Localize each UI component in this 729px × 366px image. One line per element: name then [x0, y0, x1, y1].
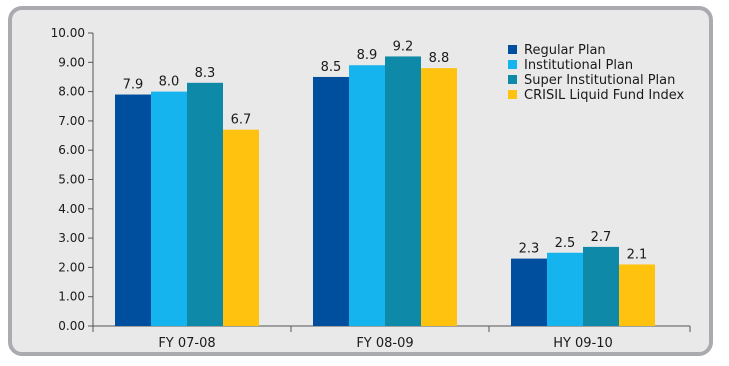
bar-regular-plan [313, 76, 349, 326]
data-label: 8.3 [195, 66, 216, 81]
bar-crisil-liquid-fund-index [223, 129, 259, 326]
y-tick-label: 5.00 [58, 173, 85, 187]
y-tick-label: 10.00 [51, 26, 85, 40]
legend-swatch [508, 75, 517, 84]
bar-institutional-plan [547, 252, 583, 326]
x-category-label: FY 07-08 [158, 336, 215, 351]
legend-swatch [508, 90, 517, 99]
y-tick-label: 7.00 [58, 114, 85, 128]
data-label: 2.7 [591, 230, 612, 245]
y-tick-label: 2.00 [58, 260, 85, 274]
data-label: 2.5 [555, 236, 576, 251]
bar-institutional-plan [151, 91, 187, 326]
y-tick-label: 6.00 [58, 143, 85, 157]
bar-crisil-liquid-fund-index [421, 68, 457, 326]
bar-super-institutional-plan [385, 56, 421, 326]
x-category-label: HY 09-10 [553, 336, 613, 351]
x-category-label: FY 08-09 [356, 336, 413, 351]
legend-label: Institutional Plan [524, 58, 633, 73]
bar-regular-plan [511, 258, 547, 326]
bar-institutional-plan [349, 65, 385, 326]
data-label: 2.1 [627, 247, 648, 262]
y-tick-label: 9.00 [58, 55, 85, 69]
legend-label: Super Institutional Plan [524, 73, 675, 88]
data-label: 8.8 [429, 51, 450, 66]
legend-swatch [508, 60, 517, 69]
legend-label: CRISIL Liquid Fund Index [524, 88, 684, 103]
y-tick-label: 3.00 [58, 231, 85, 245]
y-tick-label: 1.00 [58, 290, 85, 304]
y-tick-label: 4.00 [58, 202, 85, 216]
legend-swatch [508, 45, 517, 54]
data-label: 6.7 [231, 113, 252, 128]
data-label: 9.2 [393, 39, 414, 54]
bar-crisil-liquid-fund-index [619, 264, 655, 326]
data-label: 8.0 [159, 75, 180, 90]
bar-super-institutional-plan [187, 82, 223, 326]
data-label: 8.5 [321, 60, 342, 75]
bar-super-institutional-plan [583, 246, 619, 326]
data-label: 2.3 [519, 242, 540, 257]
y-tick-label: 0.00 [58, 319, 85, 333]
y-tick-label: 8.00 [58, 85, 85, 99]
data-label: 7.9 [123, 78, 144, 93]
bar-regular-plan [115, 94, 151, 326]
legend-label: Regular Plan [524, 43, 606, 58]
data-label: 8.9 [357, 48, 378, 63]
